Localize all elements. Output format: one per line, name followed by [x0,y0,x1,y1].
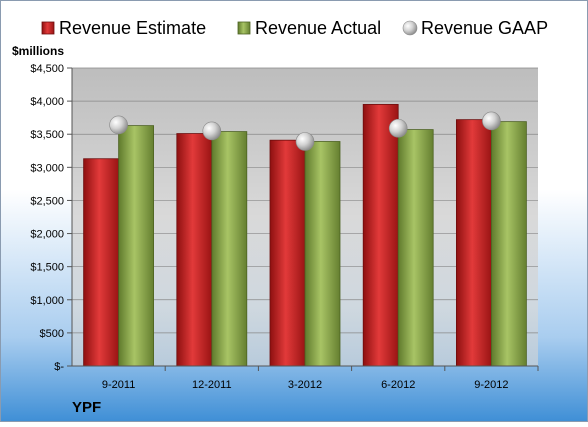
legend-label: Revenue Estimate [59,18,206,38]
legend-label: Revenue Actual [255,18,381,38]
gaap-marker [109,115,128,135]
x-tick-label: 9-2012 [474,379,508,391]
y-tick-label: $2,500 [30,195,64,207]
legend-swatch [237,21,251,35]
y-tick-label: $- [54,361,64,373]
legend-label: Revenue GAAP [421,18,548,38]
y-tick-label: $4,000 [30,96,64,108]
y-axis-label: $millions [12,44,64,58]
estimate-bar [269,139,306,367]
company-ticker: YPF [72,399,101,416]
y-tick-label: $1,000 [30,295,64,307]
estimate-bar [455,119,492,367]
x-tick-label: 6-2012 [381,379,415,391]
gaap-marker [295,132,315,151]
gaap-markers [109,111,501,151]
actual-bar [118,125,154,367]
y-tick-label: $3,000 [30,162,64,174]
estimate-bar [176,133,213,367]
estimate-bar [83,158,119,367]
y-tick-label: $4,500 [30,63,64,75]
y-tick-label: $1,500 [30,262,64,274]
x-tick-label: 9-2011 [102,379,135,391]
bars [83,104,527,367]
actual-bar [490,121,527,367]
legend: Revenue Estimate Revenue Actual Revenue GA… [41,18,548,38]
y-tick-label: $500 [40,328,64,340]
x-tick-label: 12-2011 [192,379,232,391]
x-axis-ticks: 9-2011 12-2011 3-2012 6-2012 9-2012 [102,366,539,391]
y-axis-ticks: $- $500 $1,000 $1,500 $2,000 $2,500 $3,000 $3,5… [30,63,538,373]
y-tick-label: $3,500 [30,129,64,141]
actual-bar [304,141,341,367]
actual-bar [211,131,248,367]
gaap-marker [388,118,408,138]
x-tick-label: 3-2012 [288,379,322,391]
gaap-marker [482,111,501,131]
gaap-marker [202,121,222,141]
legend-marker [402,20,418,36]
estimate-bar [362,104,399,367]
actual-bar [397,129,434,367]
y-tick-label: $2,000 [30,229,64,241]
legend-swatch [41,21,55,35]
